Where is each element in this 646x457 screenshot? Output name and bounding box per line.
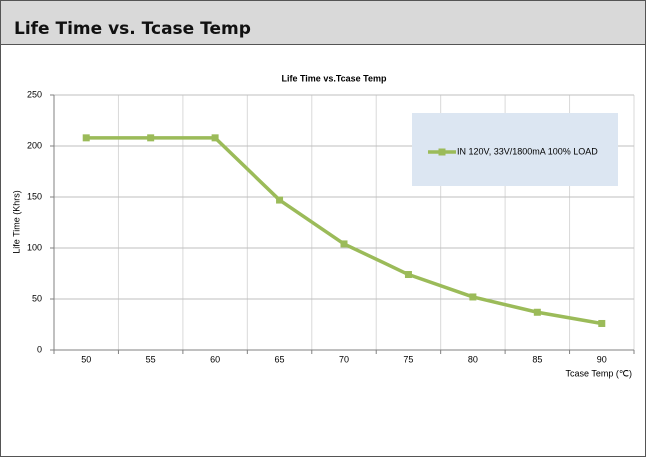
y-tick-label: 0 (37, 344, 42, 354)
data-point (211, 134, 219, 142)
legend-label: IN 120V, 33V/1800mA 100% LOAD (457, 146, 598, 156)
x-tick-label: 50 (81, 354, 91, 364)
x-tick-label: 55 (146, 354, 156, 364)
data-point (82, 134, 90, 142)
data-point (276, 196, 284, 204)
x-tick-label: 60 (210, 354, 220, 364)
y-tick-label: 100 (27, 242, 42, 252)
data-point (469, 293, 477, 301)
x-tick-label: 70 (339, 354, 349, 364)
y-tick-label: 150 (27, 191, 42, 201)
x-tick-label: 80 (468, 354, 478, 364)
legend-box (412, 113, 618, 186)
y-tick-label: 50 (32, 293, 42, 303)
data-point (598, 319, 606, 327)
panel-title: Life Time vs. Tcase Temp (1, 1, 645, 45)
x-tick-label: 65 (275, 354, 285, 364)
data-point (404, 271, 412, 279)
y-tick-label: 250 (27, 89, 42, 99)
x-tick-label: 85 (532, 354, 542, 364)
y-tick-label: 200 (27, 140, 42, 150)
data-point (147, 134, 155, 142)
x-axis-label: Tcase Temp (℃) (566, 368, 632, 378)
legend-marker (438, 148, 446, 156)
x-tick-label: 90 (597, 354, 607, 364)
x-tick-label: 75 (403, 354, 413, 364)
chart-title: Life Time vs.Tcase Temp (281, 73, 387, 83)
data-point (340, 240, 348, 248)
data-point (533, 308, 541, 316)
y-axis-label: Life Time (Khrs) (11, 190, 21, 254)
